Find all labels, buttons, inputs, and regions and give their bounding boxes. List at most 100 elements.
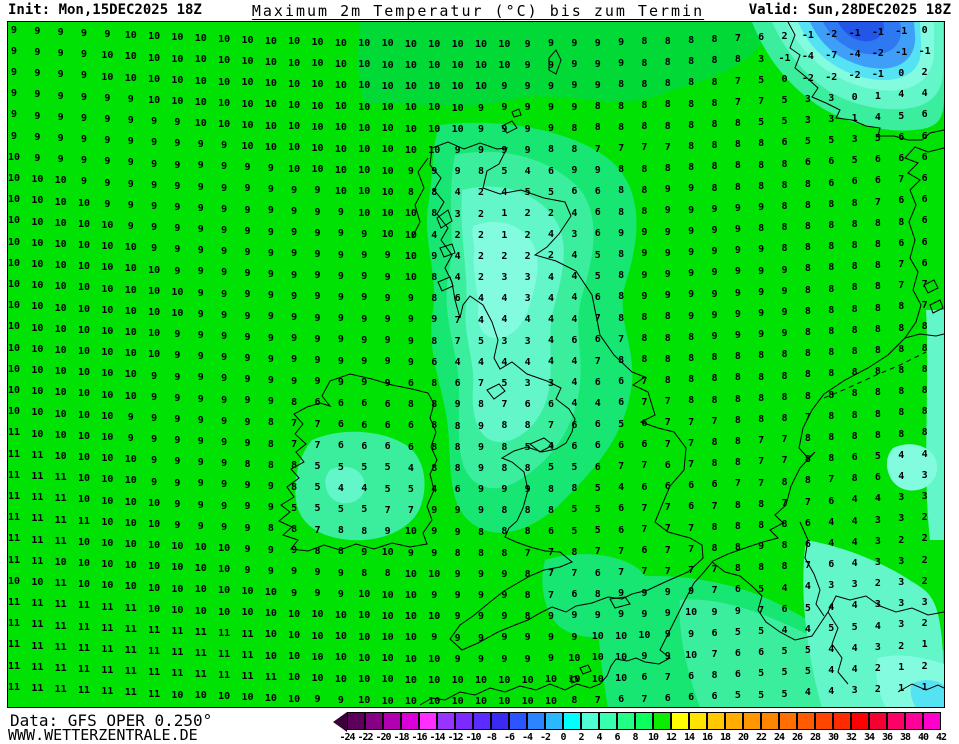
temp-value: 10 (381, 165, 394, 177)
temp-value: 10 (101, 219, 114, 231)
temp-value: 10 (78, 558, 91, 570)
temp-value: 8 (734, 542, 741, 554)
temp-value: 8 (548, 483, 555, 495)
temp-value: 8 (804, 263, 811, 275)
temp-value: 9 (291, 269, 298, 281)
colorbar-segment (887, 712, 905, 730)
temp-value: 6 (781, 603, 788, 615)
temp-value: 8 (501, 547, 508, 559)
temp-value: 2 (524, 229, 531, 241)
temp-value: 9 (618, 588, 625, 600)
temp-value: 4 (454, 187, 461, 199)
temp-value: 8 (734, 457, 741, 469)
temp-value: 8 (501, 462, 508, 474)
temp-value: 6 (571, 589, 578, 601)
temp-value: 8 (618, 185, 625, 197)
temp-value: 2 (921, 66, 928, 78)
temp-value: 4 (501, 187, 508, 199)
colorbar-tick-label: 18 (719, 732, 731, 743)
colorbar-segment (491, 712, 509, 730)
temp-value: -1 (871, 26, 884, 38)
temp-value: 10 (498, 38, 511, 50)
temp-value: 9 (758, 307, 765, 319)
temp-value: 9 (34, 68, 41, 80)
temp-value: 8 (477, 399, 485, 411)
data-source-label: Data: GFS OPER 0.250° (10, 711, 213, 730)
temp-value: 9 (104, 135, 111, 147)
temp-value: 2 (454, 229, 461, 241)
temp-value: 10 (7, 236, 21, 248)
temp-value: 7 (804, 496, 811, 508)
temp-value: 6 (688, 501, 695, 513)
colorbar-segment (689, 712, 707, 730)
temp-value: 8 (804, 221, 811, 233)
temp-value: 6 (571, 186, 578, 198)
temp-value: 3 (874, 556, 881, 568)
temp-value: 9 (221, 288, 228, 300)
temp-value: 8 (828, 431, 835, 443)
temp-value: 9 (244, 501, 251, 513)
temp-value: 9 (734, 245, 741, 257)
temp-value: 8 (851, 388, 858, 400)
temp-value: 9 (594, 610, 601, 622)
temp-value: 9 (10, 24, 18, 36)
temp-value: 10 (171, 95, 184, 107)
colorbar-tick-label: -16 (411, 732, 427, 743)
temp-value: 8 (734, 351, 741, 363)
temp-value: 6 (594, 419, 601, 431)
temp-value: 9 (221, 203, 228, 215)
temp-value: 9 (10, 45, 18, 57)
temp-value: 9 (407, 547, 414, 559)
temp-value: 6 (641, 481, 648, 493)
temp-value: 7 (921, 300, 928, 312)
temp-value: 6 (594, 440, 601, 452)
temp-value: 6 (594, 376, 601, 388)
temp-value: 8 (454, 462, 461, 474)
temp-value: 3 (524, 377, 531, 389)
temp-value: 10 (404, 144, 417, 156)
temp-value: 9 (431, 505, 438, 517)
temp-value: 9 (221, 394, 228, 406)
temp-value: 10 (241, 98, 254, 110)
temp-value: 9 (734, 308, 741, 320)
temp-value: 6 (921, 130, 928, 142)
temp-value: 5 (781, 667, 788, 679)
island-denmark-1 (923, 279, 939, 294)
temp-value: 8 (898, 386, 905, 398)
temp-value: 5 (594, 504, 601, 516)
temp-value: 9 (501, 653, 508, 665)
temp-value: 7 (804, 560, 811, 572)
temp-value: 5 (758, 689, 765, 701)
temp-value: 9 (688, 268, 695, 280)
temp-value: 10 (334, 101, 347, 113)
temp-value: 11 (7, 533, 21, 545)
temp-value: 7 (548, 420, 555, 432)
temp-value: 8 (407, 187, 414, 199)
temp-value: 3 (898, 513, 905, 525)
colorbar-tick-label: -24 (339, 732, 355, 743)
temp-value: 10 (474, 81, 488, 93)
temp-value: 4 (828, 537, 835, 549)
temp-value: 6 (618, 439, 625, 451)
temp-value: 6 (874, 472, 881, 484)
temp-value: 9 (151, 243, 158, 255)
temp-value: 7 (641, 460, 648, 472)
temp-value: 8 (781, 518, 788, 530)
temp-value: 5 (571, 504, 578, 516)
colorbar-tick-label: 4 (596, 732, 602, 743)
temp-value: 8 (734, 436, 741, 448)
temp-value: 9 (337, 694, 344, 706)
temp-value: 9 (197, 224, 204, 236)
temp-value: 9 (361, 313, 368, 325)
temp-value: 10 (148, 349, 161, 361)
temp-value: 8 (758, 392, 765, 404)
temp-value: 10 (7, 575, 21, 587)
temp-value: 8 (688, 56, 695, 68)
temp-value: 9 (618, 58, 625, 70)
temp-value: 9 (221, 458, 228, 470)
temp-value: 3 (828, 580, 835, 592)
temp-value: 8 (851, 324, 858, 336)
temp-value: 8 (758, 413, 765, 425)
temp-value: 9 (641, 269, 648, 281)
temp-value: 9 (524, 102, 531, 114)
